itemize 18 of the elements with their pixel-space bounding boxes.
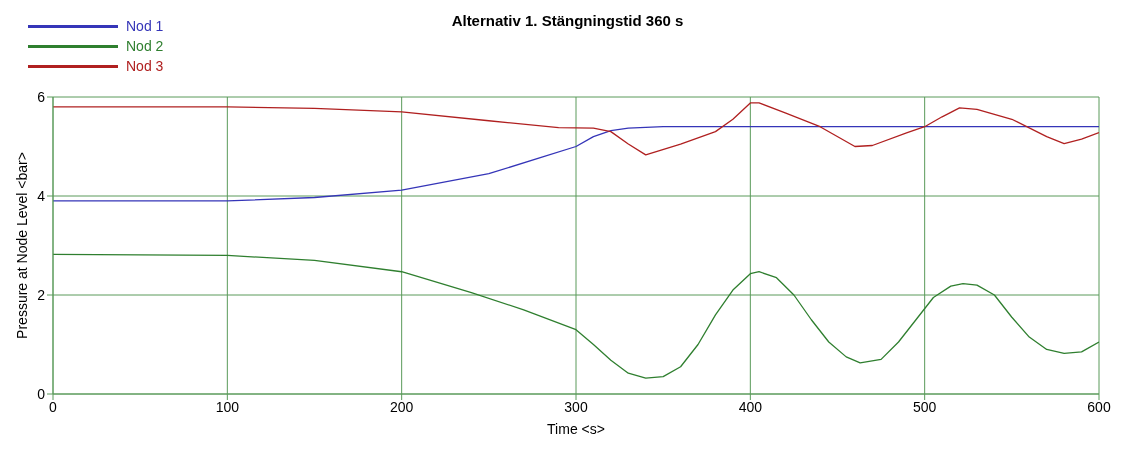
x-axis-title: Time <s> [547,421,605,437]
x-tick-label: 100 [215,398,240,415]
x-tick-label: 0 [49,398,58,415]
y-tick-label: 6 [37,88,46,105]
x-tick-label: 600 [1087,398,1111,415]
chart-title: Alternativ 1. Stängningstid 360 s [451,12,684,29]
text: Nod 2 [126,38,164,54]
x-tick-label: 300 [564,398,588,415]
y-tick-label: 4 [37,187,46,204]
x-tick-label: 400 [738,398,763,415]
line-series [53,102,1099,156]
y-tick-label: 0 [37,385,46,402]
y-tick-label: 2 [37,286,46,303]
text: Nod 1 [126,18,164,34]
y-axis-title: Pressure at Node Level <bar> [13,152,30,339]
x-tick-label: 200 [389,398,414,415]
text: Nod 3 [126,58,164,74]
x-tick-label: 500 [912,398,937,415]
